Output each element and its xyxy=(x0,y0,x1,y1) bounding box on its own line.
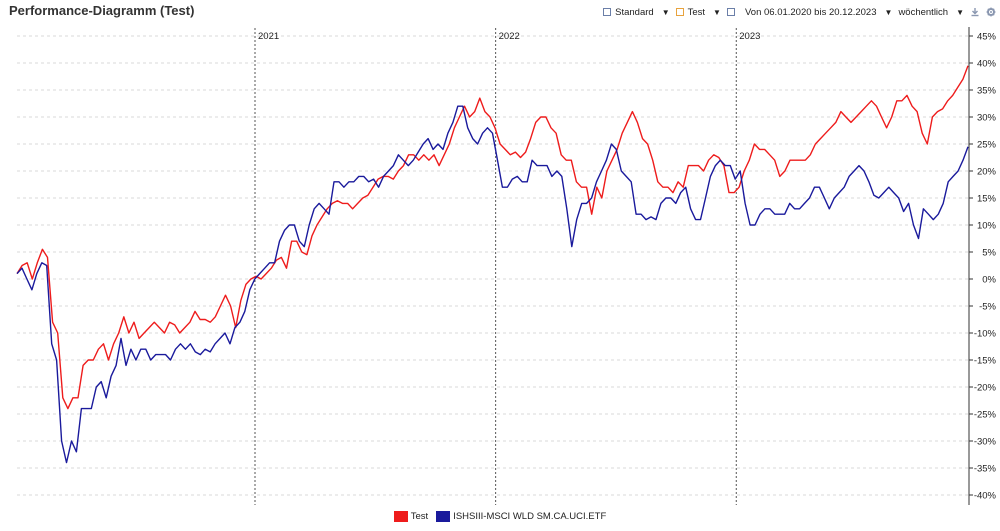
legend-item-etf[interactable]: ISHSIII-MSCI WLD SM.CA.UCI.ETF xyxy=(436,511,606,522)
y-tick-label: 15% xyxy=(977,194,997,205)
y-tick-label: 5% xyxy=(982,248,996,259)
legend-swatch xyxy=(393,511,408,522)
chevron-down-icon: ▼ xyxy=(884,7,893,17)
chevron-down-icon: ▼ xyxy=(661,7,670,17)
chart-legend: Test ISHSIII-MSCI WLD SM.CA.UCI.ETF xyxy=(0,511,1000,522)
y-tick-label: 10% xyxy=(977,221,997,232)
y-tick-label: -20% xyxy=(974,383,997,394)
grid xyxy=(17,35,969,496)
legend-swatch xyxy=(436,511,451,522)
y-tick-label: 30% xyxy=(977,113,997,124)
interval-selector[interactable]: wöchentlich ▼ xyxy=(898,7,964,18)
y-tick-label: 25% xyxy=(977,140,997,151)
date-range-label: Von 06.01.2020 bis 20.12.2023 xyxy=(744,6,877,18)
folder-icon xyxy=(675,8,684,16)
y-tick-label: -35% xyxy=(974,464,997,475)
portfolio-label: Test xyxy=(687,6,706,18)
y-tick-label: 0% xyxy=(982,275,996,286)
chevron-down-icon: ▼ xyxy=(713,7,721,17)
y-tick-label: -5% xyxy=(979,302,996,313)
series-line-etf xyxy=(16,105,969,464)
gear-icon[interactable] xyxy=(985,7,996,18)
view-selector[interactable]: Standard ▼ xyxy=(603,6,670,18)
y-tick-label: -30% xyxy=(974,437,997,448)
date-range-selector[interactable]: Von 06.01.2020 bis 20.12.2023 ▼ xyxy=(726,6,893,18)
year-label: 2021 xyxy=(258,31,279,42)
y-tick-label: -40% xyxy=(974,491,997,502)
y-tick-label: -25% xyxy=(974,410,997,421)
calendar-icon xyxy=(726,8,735,16)
y-tick-label: 45% xyxy=(977,32,997,43)
calendar-icon xyxy=(603,8,612,16)
chart-toolbar: Standard ▼ Test ▼ Von 06.01.2020 bis 20.… xyxy=(597,4,996,20)
series-line-test xyxy=(16,65,969,410)
view-label: Standard xyxy=(615,6,654,18)
year-label: 2022 xyxy=(499,31,520,42)
year-label: 2023 xyxy=(739,31,760,42)
interval-label: wöchentlich xyxy=(898,6,949,18)
page-title: Performance-Diagramm (Test) xyxy=(9,3,195,18)
series xyxy=(16,65,969,464)
y-tick-label: 35% xyxy=(977,86,997,97)
legend-item-test[interactable]: Test xyxy=(393,511,429,522)
y-tick-label: 20% xyxy=(977,167,997,178)
legend-label: ISHSIII-MSCI WLD SM.CA.UCI.ETF xyxy=(453,511,607,522)
chevron-down-icon: ▼ xyxy=(956,7,964,17)
y-axis: 45% 40% 35% 30% 25% 20% 15% 10% 5% 0% -5% -10% -15% -… xyxy=(968,27,997,505)
y-tick-label: -10% xyxy=(974,329,997,340)
download-icon[interactable] xyxy=(969,7,980,18)
portfolio-selector[interactable]: Test ▼ xyxy=(675,6,721,18)
y-tick-label: -15% xyxy=(974,356,997,367)
year-markers: 2021 2022 2023 xyxy=(254,28,760,505)
legend-label: Test xyxy=(410,511,429,522)
y-tick-label: 40% xyxy=(977,59,997,70)
